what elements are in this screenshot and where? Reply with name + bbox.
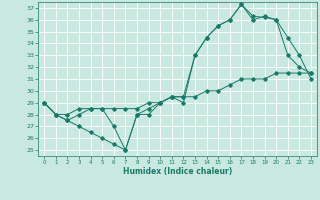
X-axis label: Humidex (Indice chaleur): Humidex (Indice chaleur) [123,167,232,176]
